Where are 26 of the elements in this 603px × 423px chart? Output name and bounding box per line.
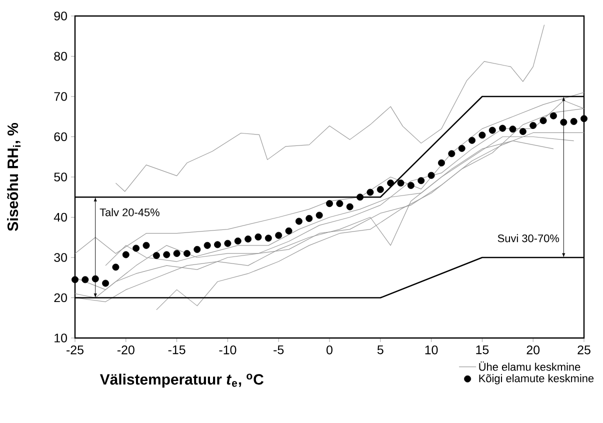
y-tick-label: 40 <box>54 212 68 222</box>
y-tick-label: 10 <box>54 334 68 342</box>
y-tick-label: 50 <box>54 172 68 182</box>
x-tick-label: -10 <box>219 346 236 354</box>
y-tick-label: 90 <box>54 12 68 20</box>
y-tick-label: 20 <box>54 293 68 302</box>
annotation: Talv 20-45% <box>100 208 160 216</box>
y-tick-label: 60 <box>54 132 68 142</box>
x-tick-label: -15 <box>168 346 186 354</box>
x-tick-label: -25 <box>66 346 84 354</box>
x-tick-label: 20 <box>526 346 540 354</box>
annotation: Suvi 30-70% <box>498 234 560 242</box>
y-tick-label: 70 <box>54 92 68 101</box>
x-tick-label: 0 <box>326 346 332 354</box>
x-tick-label: 25 <box>578 346 590 354</box>
x-axis-title: Välistemperatuur t$_{e}$, $^{o}$C <box>100 374 264 388</box>
y-tick-label: 80 <box>54 52 68 61</box>
x-tick-label: -20 <box>117 346 134 354</box>
y-tick-label: 30 <box>54 253 68 262</box>
x-tick-label: 15 <box>476 346 489 354</box>
x-tick-label: 10 <box>425 346 438 354</box>
x-tick-label: 5 <box>377 346 384 354</box>
legend-label: Kõigi elamute keskmine <box>479 374 594 384</box>
y-axis-title: Siseõhu RH$_{i}$, % <box>7 122 21 231</box>
legend-label: Ühe elamu keskmine <box>479 362 580 371</box>
x-tick-label: -5 <box>274 346 284 354</box>
